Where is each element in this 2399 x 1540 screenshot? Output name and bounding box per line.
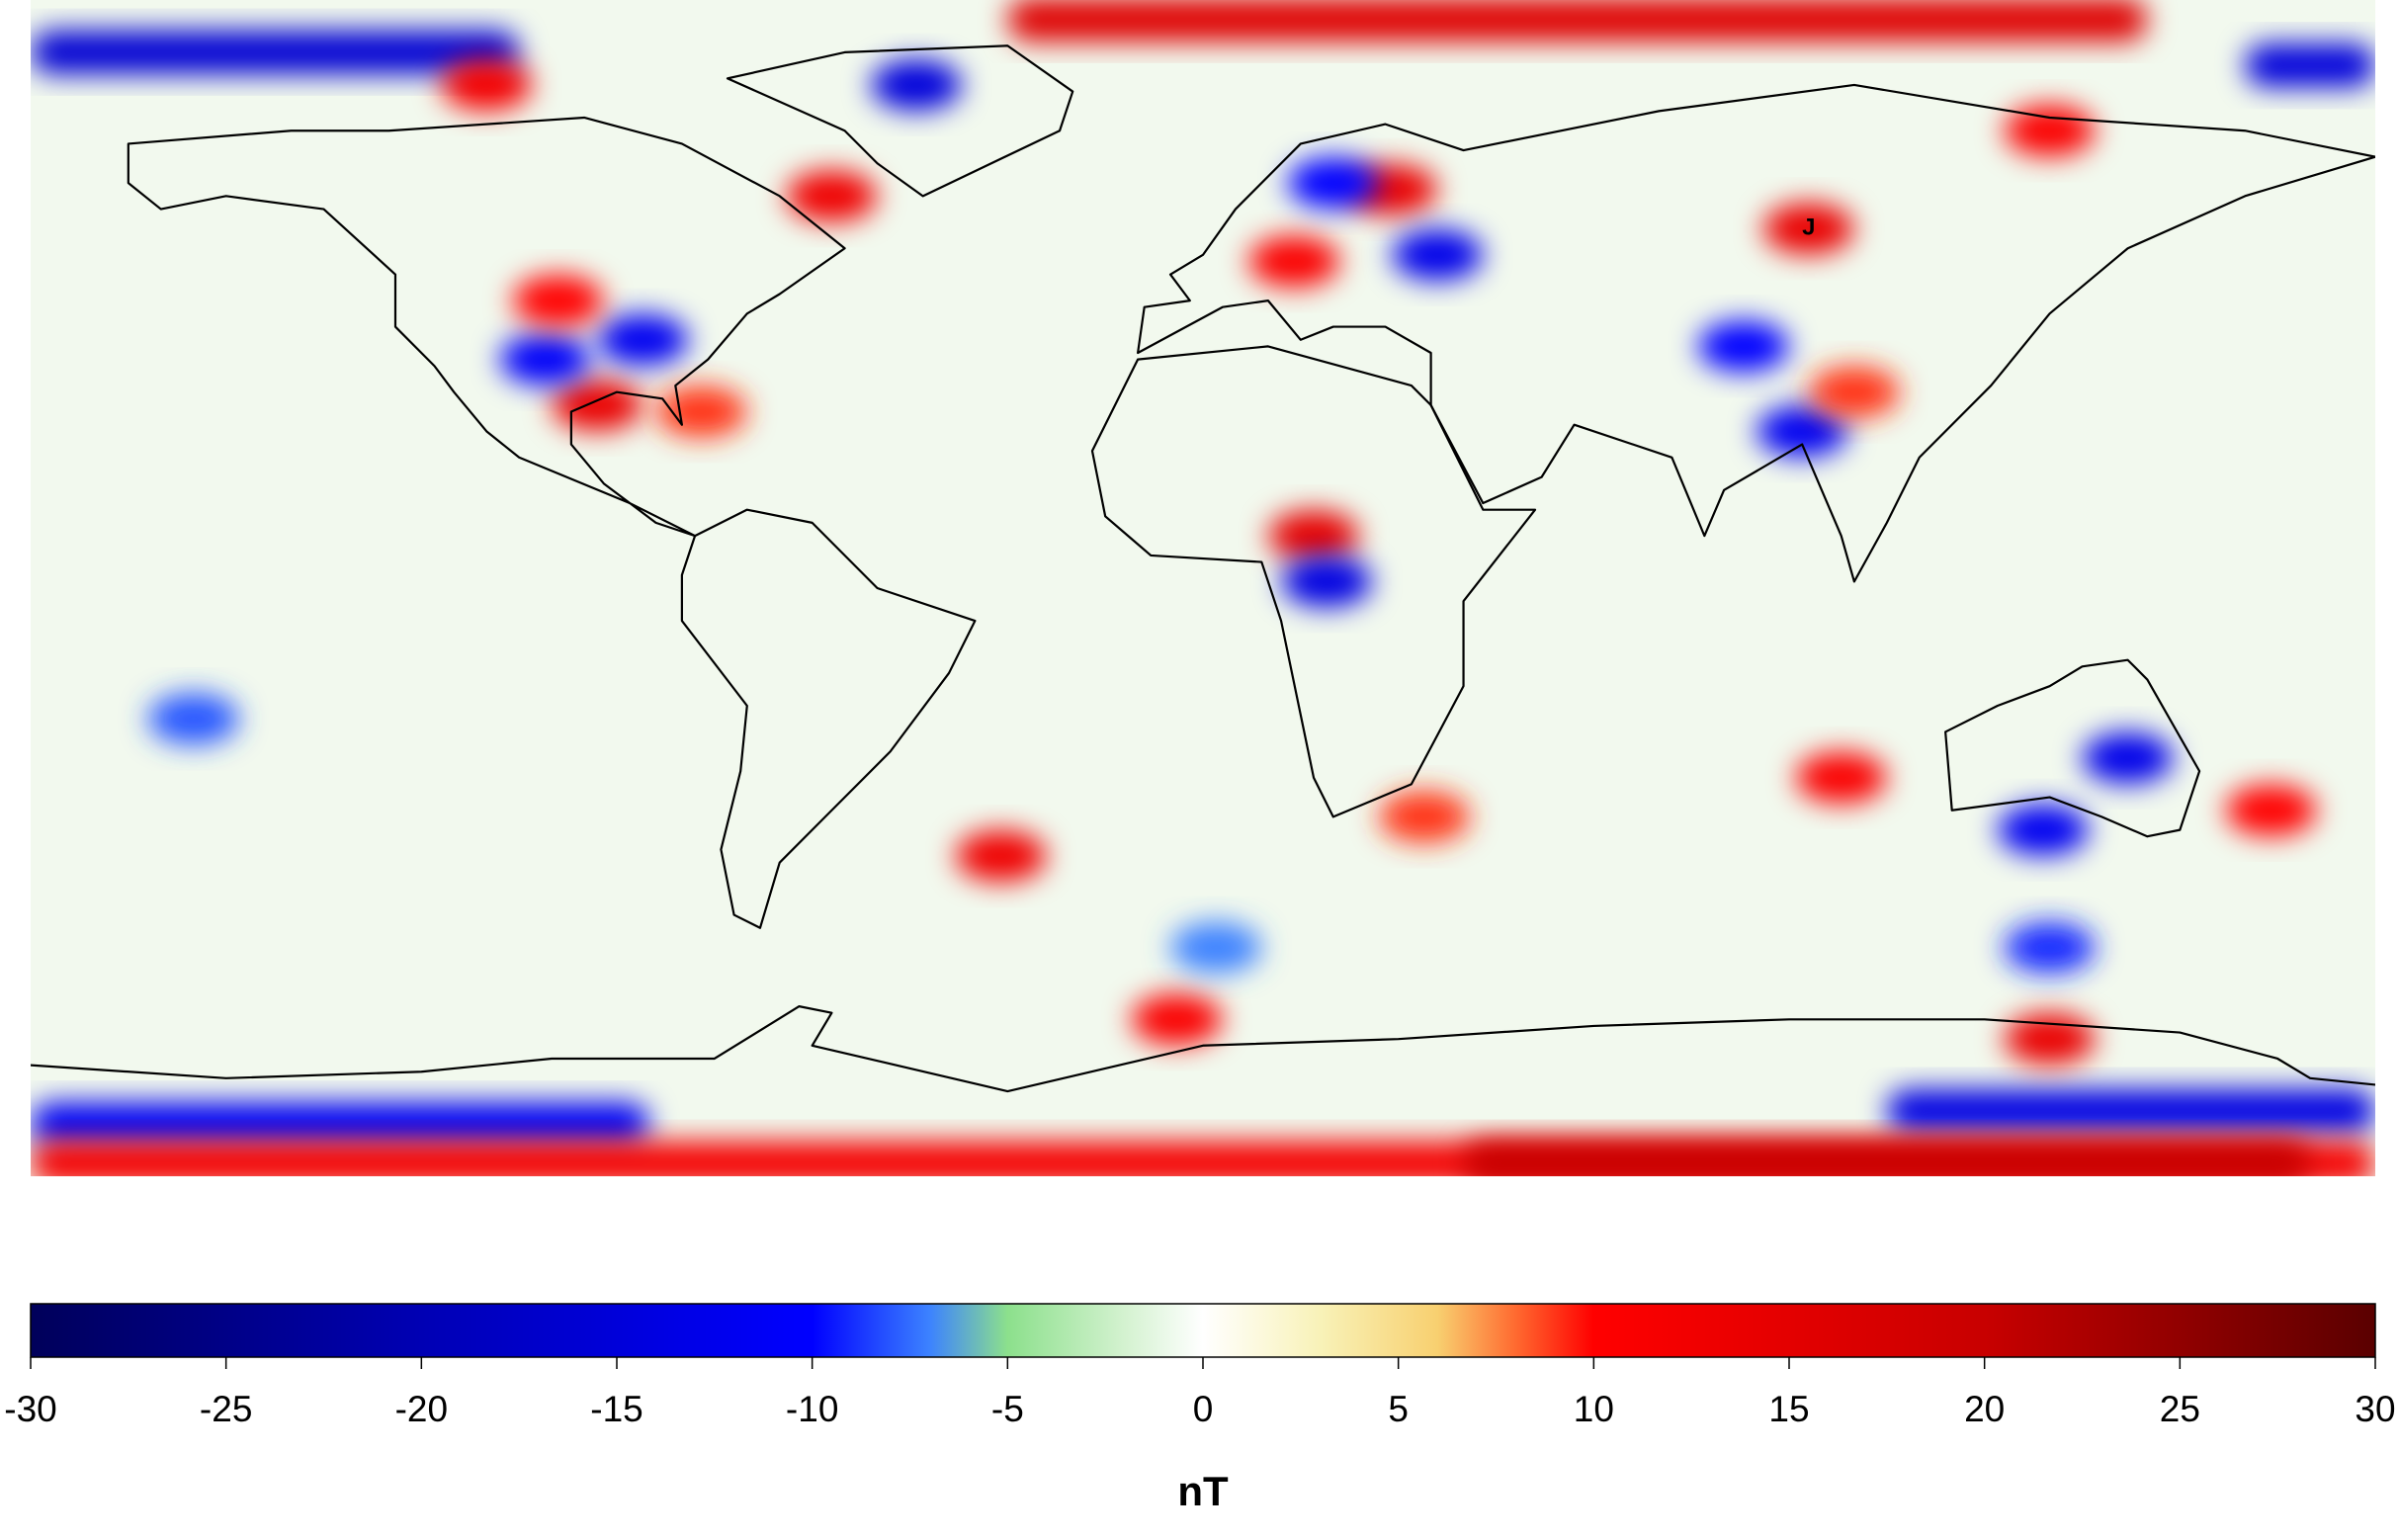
eurasia [1138, 85, 2375, 581]
colorbar-tick-label: -10 [786, 1389, 838, 1429]
map-background [31, 0, 2375, 1176]
colorbar-tick-label: 5 [1388, 1389, 1409, 1429]
colorbar: nT -30 -25 -20 -15 -10 -5 0 5 10 15 20 25 30 [4, 1303, 2396, 1514]
colorbar-tick-label: 20 [1964, 1389, 2005, 1429]
anomaly [552, 379, 643, 431]
anomaly [1756, 405, 1848, 458]
colorbar-tick-label: -30 [4, 1389, 56, 1429]
africa [1092, 346, 1535, 816]
anomaly [1808, 366, 1900, 418]
anomaly [1131, 993, 1223, 1046]
anomaly-field [31, 0, 2375, 1176]
colorbar-tick-label: -15 [590, 1389, 643, 1429]
anomaly [1392, 228, 1484, 281]
colorbar-label: nT [1177, 1468, 1229, 1514]
anomaly [2004, 921, 2096, 974]
colorbar-tick-label: -5 [991, 1389, 1024, 1429]
anomaly [786, 170, 878, 222]
anomaly [1287, 157, 1379, 210]
anomaly [1281, 556, 1373, 608]
anomaly [512, 275, 604, 327]
anomaly [2225, 784, 2317, 836]
anomaly [147, 693, 239, 745]
anomaly [2082, 731, 2174, 784]
anomaly [499, 333, 591, 385]
anomaly [1997, 804, 2089, 856]
anomaly [1697, 320, 1789, 373]
anomaly-band [2245, 43, 2375, 88]
australia [1945, 660, 2199, 836]
colorbar-gradient [30, 1303, 2376, 1358]
north-america [129, 118, 845, 536]
anomaly [655, 385, 747, 438]
south-america [682, 510, 976, 928]
coastlines [31, 45, 2375, 1091]
colorbar-tick-label: 25 [2160, 1389, 2200, 1429]
anomaly-band [1007, 0, 2148, 42]
anomaly [597, 313, 689, 366]
anomaly [441, 58, 533, 111]
anomaly [1379, 791, 1471, 843]
anomaly [871, 58, 963, 111]
anomaly-band [1886, 1088, 2375, 1133]
colorbar-tick-label: 30 [2355, 1389, 2395, 1429]
anomaly-band [1463, 1141, 2311, 1176]
colorbar-tick-label: 0 [1193, 1389, 1214, 1429]
anomaly [1762, 203, 1854, 255]
colorbar-tick-label: 15 [1768, 1389, 1809, 1429]
anomaly-band [31, 30, 520, 74]
greenland [728, 45, 1072, 196]
map: J [31, 0, 2375, 1176]
anomaly-band [31, 1102, 649, 1147]
colorbar-tick-label: 10 [1574, 1389, 1614, 1429]
map-annotation: J [1802, 214, 1815, 241]
anomaly [1268, 510, 1360, 562]
antarctica [31, 1006, 2375, 1091]
anomaly [1248, 235, 1340, 288]
anomaly [1795, 751, 1887, 804]
anomaly [955, 830, 1047, 883]
anomaly [1170, 921, 1262, 974]
colorbar-tick-label: -25 [200, 1389, 252, 1429]
anomaly [2004, 105, 2096, 157]
colorbar-tick-label: -20 [395, 1389, 448, 1429]
